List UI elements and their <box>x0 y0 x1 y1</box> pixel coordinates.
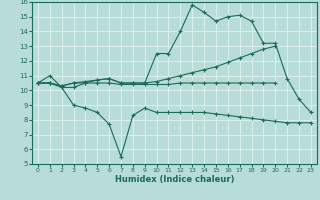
X-axis label: Humidex (Indice chaleur): Humidex (Indice chaleur) <box>115 175 234 184</box>
